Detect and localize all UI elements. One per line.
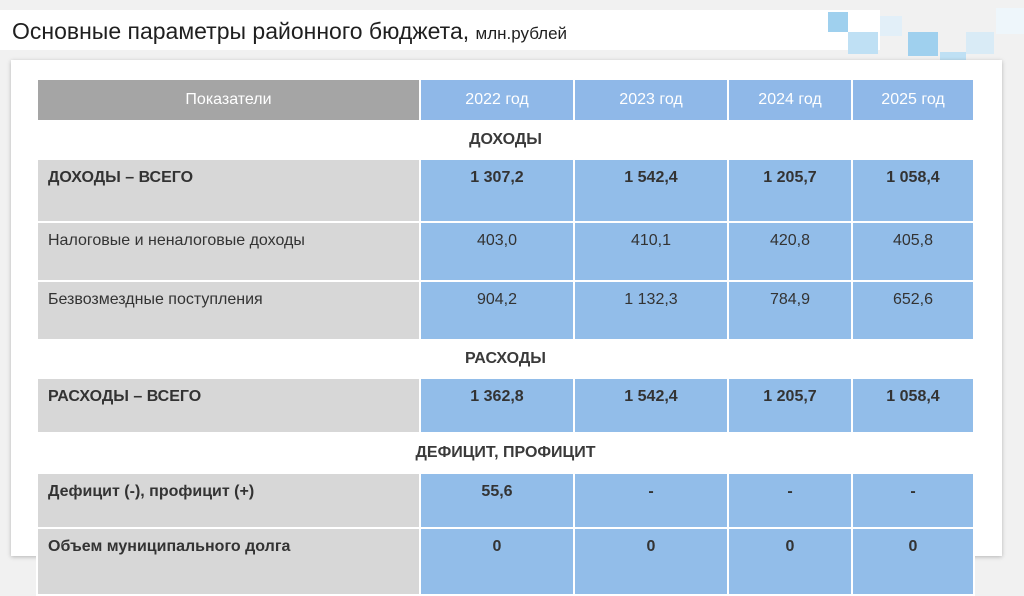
section-row-income: ДОХОДЫ	[36, 120, 975, 160]
deco-square	[908, 32, 938, 56]
title-text: Основные параметры районного бюджета,	[12, 18, 470, 44]
title-bar	[0, 10, 880, 50]
value-cell: 403,0	[419, 221, 575, 282]
value-cell: 420,8	[727, 221, 853, 282]
value-cell: 652,6	[851, 280, 975, 341]
value-cell: 784,9	[727, 280, 853, 341]
value-cell: -	[573, 472, 729, 529]
table-row: Дефицит (-), профицит (+) 55,6 - - -	[36, 472, 975, 529]
value-cell: 1 362,8	[419, 377, 575, 434]
budget-table: Показатели 2022 год 2023 год 2024 год 20…	[36, 78, 975, 596]
column-header-2023: 2023 год	[573, 78, 729, 122]
value-cell: 1 205,7	[727, 158, 853, 223]
deco-square	[996, 8, 1024, 34]
section-title-income: ДОХОДЫ	[36, 120, 975, 160]
value-cell: 1 205,7	[727, 377, 853, 434]
row-label: ДОХОДЫ – ВСЕГО	[36, 158, 421, 223]
section-row-deficit: ДЕФИЦИТ, ПРОФИЦИТ	[36, 432, 975, 474]
column-header-2024: 2024 год	[727, 78, 853, 122]
value-cell: 1 132,3	[573, 280, 729, 341]
row-label: РАСХОДЫ – ВСЕГО	[36, 377, 421, 434]
value-cell: 0	[851, 527, 975, 596]
value-cell: 1 058,4	[851, 158, 975, 223]
deco-square	[966, 32, 994, 54]
section-row-expenses: РАСХОДЫ	[36, 339, 975, 379]
value-cell: 405,8	[851, 221, 975, 282]
row-label: Безвозмездные поступления	[36, 280, 421, 341]
deco-square	[880, 16, 902, 36]
value-cell: 0	[727, 527, 853, 596]
deco-square	[848, 32, 878, 54]
column-header-indicators: Показатели	[36, 78, 421, 122]
value-cell: 1 542,4	[573, 158, 729, 223]
row-label: Налоговые и неналоговые доходы	[36, 221, 421, 282]
deco-square	[828, 12, 848, 32]
value-cell: 0	[419, 527, 575, 596]
title-unit: млн.рублей	[475, 24, 568, 43]
section-title-expenses: РАСХОДЫ	[36, 339, 975, 379]
value-cell: 904,2	[419, 280, 575, 341]
value-cell: 1 307,2	[419, 158, 575, 223]
table-row: РАСХОДЫ – ВСЕГО 1 362,8 1 542,4 1 205,7 …	[36, 377, 975, 434]
value-cell: 410,1	[573, 221, 729, 282]
column-header-2022: 2022 год	[419, 78, 575, 122]
value-cell: -	[851, 472, 975, 529]
row-label: Объем муниципального долга	[36, 527, 421, 596]
value-cell: 1 058,4	[851, 377, 975, 434]
section-title-deficit: ДЕФИЦИТ, ПРОФИЦИТ	[36, 432, 975, 474]
table-row: ДОХОДЫ – ВСЕГО 1 307,2 1 542,4 1 205,7 1…	[36, 158, 975, 223]
table-row: Безвозмездные поступления 904,2 1 132,3 …	[36, 280, 975, 341]
row-label: Дефицит (-), профицит (+)	[36, 472, 421, 529]
table-row: Объем муниципального долга 0 0 0 0	[36, 527, 975, 596]
column-header-2025: 2025 год	[851, 78, 975, 122]
table-row: Налоговые и неналоговые доходы 403,0 410…	[36, 221, 975, 282]
page-title: Основные параметры районного бюджета, мл…	[12, 18, 567, 45]
value-cell: -	[727, 472, 853, 529]
table-header-row: Показатели 2022 год 2023 год 2024 год 20…	[36, 78, 975, 122]
value-cell: 55,6	[419, 472, 575, 529]
value-cell: 0	[573, 527, 729, 596]
value-cell: 1 542,4	[573, 377, 729, 434]
